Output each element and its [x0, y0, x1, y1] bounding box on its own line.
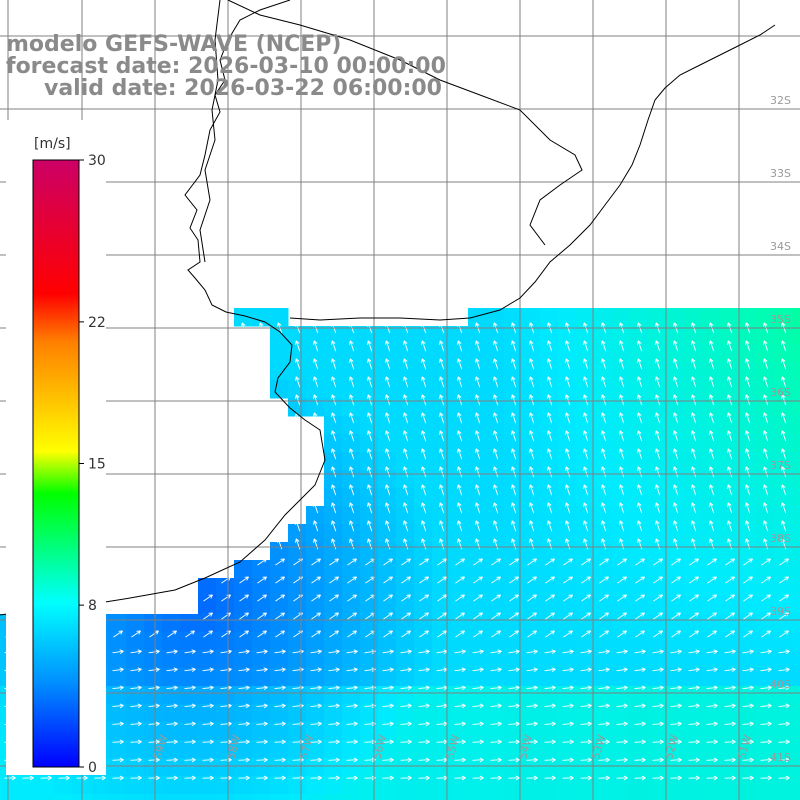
longitude-label: 57W — [297, 733, 316, 761]
longitude-label: 58W — [224, 733, 243, 761]
map-title: modelo GEFS-WAVE (NCEP) forecast date: 2… — [6, 32, 446, 101]
colorbar: [m/s] 30 22 15 8 0 — [6, 120, 106, 776]
latitude-label: 38S — [770, 532, 791, 545]
latitude-label: 37S — [770, 459, 791, 472]
latitude-label: 39S — [770, 605, 791, 618]
longitude-label: 54W — [516, 733, 535, 761]
longitude-label: 52W — [662, 733, 681, 761]
latitude-label: 36S — [770, 386, 791, 399]
colorbar-tick-label: 15 — [88, 457, 106, 473]
wind-vectors — [4, 322, 790, 781]
colorbar-units: [m/s] — [34, 136, 71, 152]
longitude-label: 59W — [151, 733, 170, 761]
title-line-3: valid date: 2026-03-22 06:00:00 — [44, 76, 442, 101]
latitude-label: 40S — [770, 678, 791, 691]
river-border — [199, 0, 583, 263]
latitude-label: 34S — [770, 240, 791, 253]
coastline-north — [289, 24, 776, 321]
colorbar-ramp — [32, 159, 80, 768]
latitude-labels: 32S 33S 34S 35S 36S 37S 38S 39S 40S 41S — [770, 94, 791, 764]
latitude-label: 33S — [770, 167, 791, 180]
longitude-label: 55W — [443, 733, 462, 761]
latitude-label: 32S — [770, 94, 791, 107]
coastline — [0, 0, 326, 616]
wind-speed-field — [0, 308, 800, 800]
latitude-label: 41S — [770, 751, 791, 764]
latitude-label: 35S — [770, 313, 791, 326]
longitude-label: 53W — [589, 733, 608, 761]
colorbar-tick-label: 30 — [88, 153, 106, 169]
longitude-label: 56W — [370, 733, 389, 761]
colorbar-tick-label: 8 — [88, 598, 97, 614]
title-line-2: forecast date: 2026-03-10 00:00:00 — [6, 54, 446, 79]
colorbar-tick-label: 22 — [88, 315, 106, 331]
longitude-label: 51W — [735, 733, 754, 761]
title-line-1: modelo GEFS-WAVE (NCEP) — [6, 32, 341, 57]
colorbar-tick-label: 0 — [88, 760, 97, 776]
colorbar-ticks: 30 22 15 8 0 — [79, 153, 106, 776]
